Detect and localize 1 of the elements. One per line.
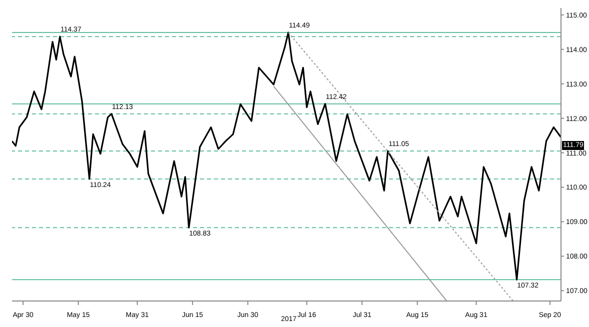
line-series <box>12 32 561 280</box>
